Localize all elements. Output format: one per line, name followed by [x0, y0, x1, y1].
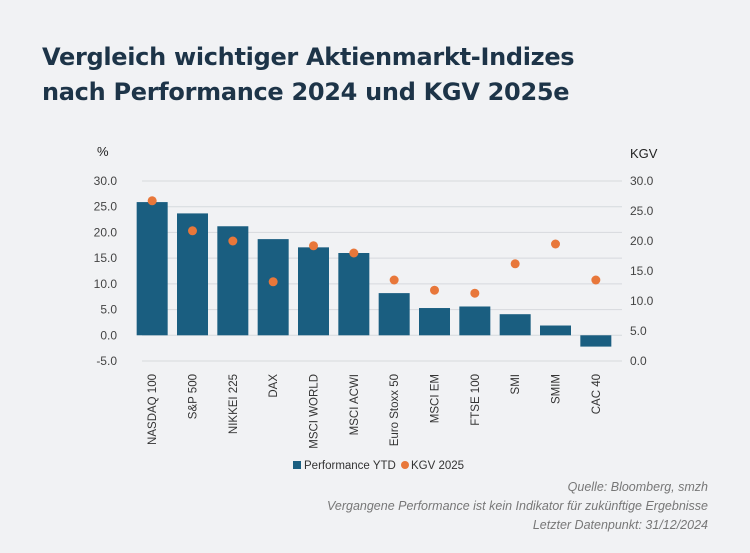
bar-performance — [419, 308, 450, 336]
x-tick-label: MSCI ACWI — [349, 374, 361, 435]
dot-kgv — [430, 285, 439, 295]
y2-tick-label: 5.0 — [630, 324, 647, 338]
dot-kgv — [510, 259, 520, 269]
y-tick-label: 10.0 — [94, 277, 118, 291]
x-tick-label: SMIM — [551, 374, 563, 404]
dot-kgv — [268, 277, 278, 287]
x-tick-label: SMI — [510, 374, 522, 394]
bar-performance — [298, 247, 329, 336]
dot-kgv — [591, 275, 601, 285]
legend-dot-label: KGV 2025 — [411, 460, 464, 472]
y-tick-label: 25.0 — [94, 200, 118, 214]
bar-performance — [136, 202, 168, 336]
y-tick-label: 20.0 — [94, 225, 118, 239]
x-tick-label: DAX — [268, 374, 280, 398]
dot-kgv — [551, 239, 560, 249]
x-tick-label: MSCI WORLD — [309, 374, 321, 449]
y2-tick-label: 20.0 — [630, 234, 654, 248]
x-tick-label: NIKKEI 225 — [228, 374, 240, 434]
y2-tick-label: 15.0 — [630, 264, 654, 278]
dot-kgv — [188, 226, 197, 236]
y-tick-label: 30.0 — [94, 174, 118, 188]
bar-performance — [499, 314, 531, 336]
bar-performance — [338, 253, 370, 336]
y-tick-label: 0.0 — [100, 328, 117, 342]
legend-bar-swatch — [293, 461, 301, 469]
x-tick-label: MSCI EM — [430, 374, 442, 423]
y-axis-label: % — [97, 144, 109, 159]
y-tick-label: -5.0 — [96, 354, 117, 368]
x-tick-label: S&P 500 — [188, 374, 200, 419]
disclaimer-note: Vergangene Performance ist kein Indikato… — [327, 499, 708, 513]
bar-performance — [580, 335, 612, 347]
dot-kgv — [389, 275, 399, 285]
y2-tick-label: 25.0 — [630, 204, 654, 218]
legend-dot-swatch — [401, 461, 409, 469]
chart-title: Vergleich wichtiger Aktienmarkt-Indizes n… — [42, 40, 575, 110]
bar-performance — [378, 293, 410, 336]
bar-performance — [459, 306, 491, 336]
x-tick-label: FTSE 100 — [470, 374, 482, 426]
dot-kgv — [349, 248, 359, 258]
y2-tick-label: 30.0 — [630, 174, 654, 188]
y2-axis-label: KGV — [630, 146, 658, 161]
bar-performance — [540, 325, 571, 336]
y-tick-label: 5.0 — [100, 303, 117, 317]
y-tick-label: 15.0 — [94, 251, 118, 265]
dot-kgv — [309, 241, 318, 251]
y2-tick-label: 10.0 — [630, 294, 654, 308]
dot-kgv — [147, 196, 157, 206]
source-note: Quelle: Bloomberg, smzh — [567, 480, 708, 494]
title-line-1: Vergleich wichtiger Aktienmarkt-Indizes — [42, 43, 575, 71]
x-tick-label: NASDAQ 100 — [147, 374, 159, 445]
bar-performance — [257, 239, 289, 336]
x-tick-label: CAC 40 — [591, 374, 603, 414]
last-datapoint-note: Letzter Datenpunkt: 31/12/2024 — [532, 518, 708, 532]
y2-tick-label: 0.0 — [630, 354, 647, 368]
dot-kgv — [228, 236, 238, 246]
title-line-2: nach Performance 2024 und KGV 2025e — [42, 78, 570, 106]
dot-kgv — [470, 288, 480, 298]
x-tick-label: Euro Stoxx 50 — [389, 374, 401, 446]
legend-bar-label: Performance YTD — [304, 460, 396, 472]
